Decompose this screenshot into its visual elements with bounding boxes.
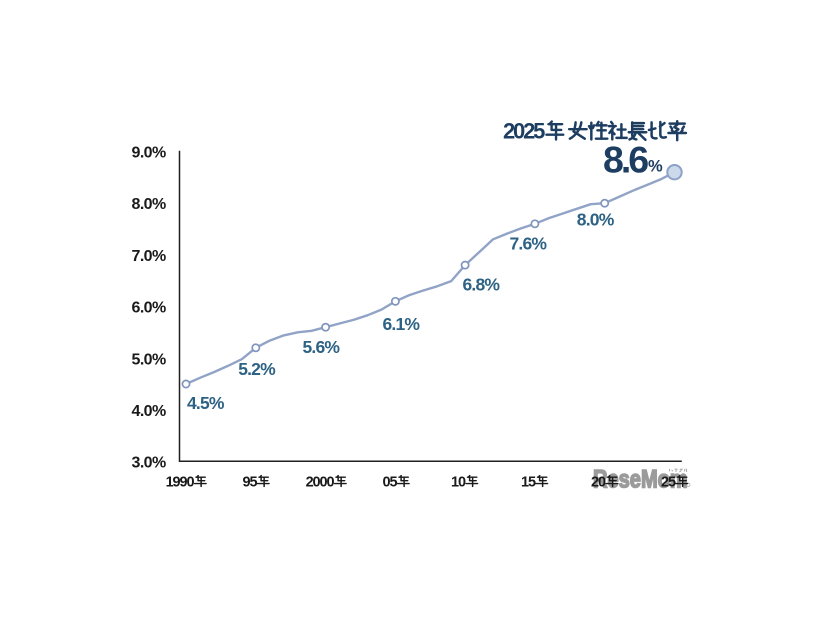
svg-text:8.0%: 8.0%: [577, 209, 615, 229]
svg-text:6.0%: 6.0%: [132, 300, 166, 317]
svg-text:3.0%: 3.0%: [132, 455, 166, 472]
svg-text:8.0%: 8.0%: [132, 196, 166, 213]
svg-text:7.0%: 7.0%: [132, 248, 166, 265]
svg-text:4.0%: 4.0%: [132, 403, 166, 420]
svg-text:4.5%: 4.5%: [187, 393, 225, 413]
svg-text:ReseMom: ReseMom: [593, 464, 688, 493]
svg-text:15: 15: [521, 474, 536, 490]
svg-text:25: 25: [661, 474, 676, 490]
svg-text:5.6%: 5.6%: [303, 337, 341, 357]
svg-text:10: 10: [451, 474, 466, 490]
svg-text:5.0%: 5.0%: [132, 351, 166, 368]
svg-text:8.6: 8.6: [603, 138, 648, 180]
svg-text:95: 95: [243, 474, 258, 490]
svg-text:%: %: [648, 158, 663, 176]
svg-text:20: 20: [591, 474, 606, 490]
svg-text:9.0%: 9.0%: [132, 145, 166, 162]
svg-text:1990: 1990: [166, 474, 195, 490]
svg-text:7.6%: 7.6%: [510, 234, 548, 254]
svg-text:05: 05: [383, 474, 398, 490]
svg-text:6.8%: 6.8%: [463, 274, 501, 294]
svg-text:6.1%: 6.1%: [383, 314, 421, 334]
svg-text:2000: 2000: [306, 474, 335, 490]
svg-text:5.2%: 5.2%: [238, 359, 276, 379]
svg-text:2025: 2025: [503, 119, 545, 144]
